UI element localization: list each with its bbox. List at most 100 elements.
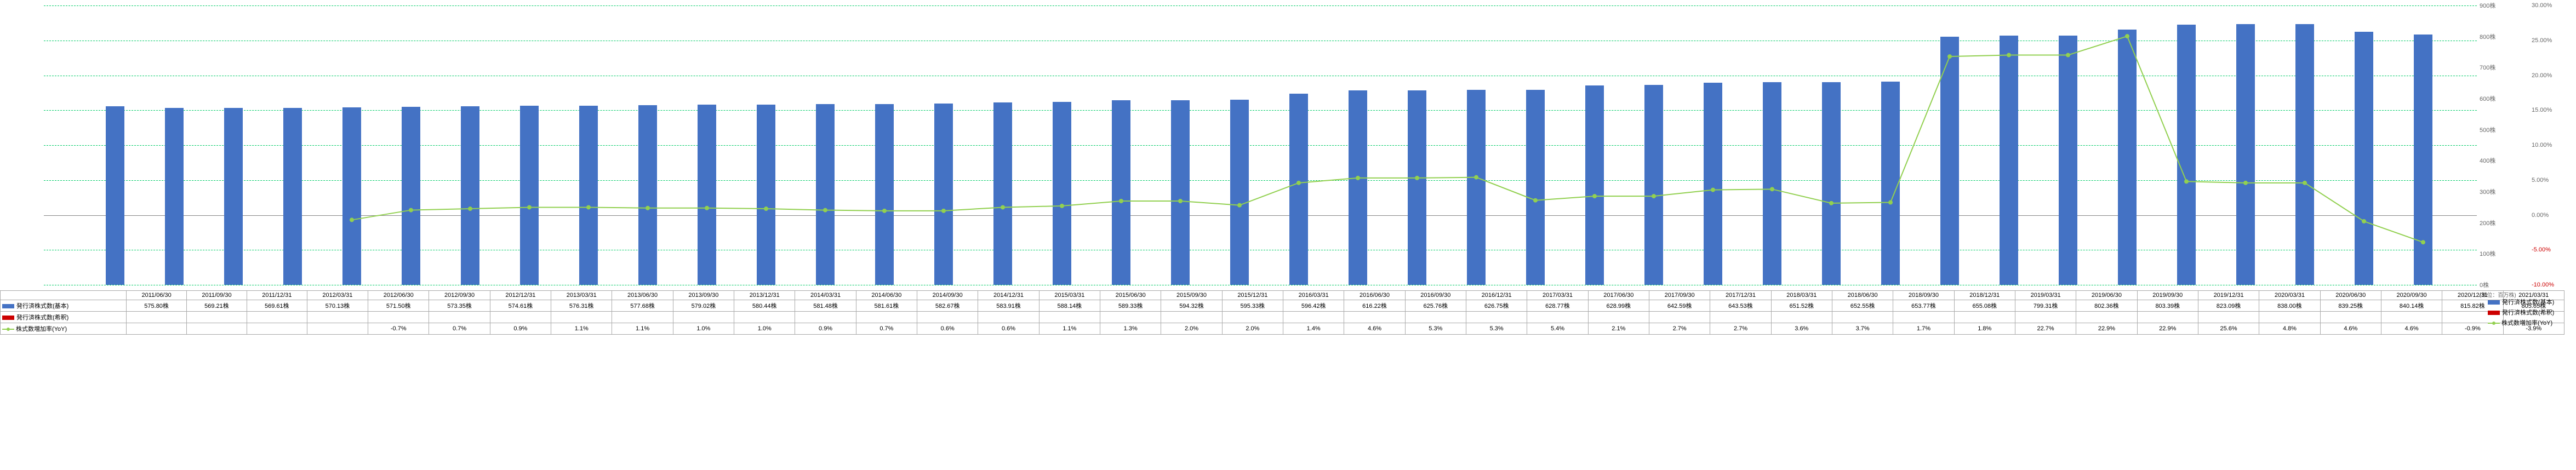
cell	[1710, 312, 1771, 323]
cell: 2013/09/30	[673, 291, 734, 300]
cell: 4.6%	[2320, 323, 2381, 335]
cell: 1.7%	[1893, 323, 1954, 335]
cell: 1.0%	[673, 323, 734, 335]
cell	[1222, 312, 1283, 323]
cell: 840.14株	[2381, 300, 2442, 312]
cell: 2018/09/30	[1893, 291, 1954, 300]
cell	[1161, 312, 1222, 323]
cell	[1283, 312, 1344, 323]
cell: 2.7%	[1649, 323, 1710, 335]
legend-diluted: 発行済株式数(希釈)	[2502, 309, 2554, 316]
cell: 2.1%	[1588, 323, 1649, 335]
chart-container: 0株100株200株300株400株500株600株700株800株900株 -…	[0, 0, 2576, 470]
cell	[247, 323, 307, 335]
cell: 2012/09/30	[429, 291, 490, 300]
cell	[612, 312, 673, 323]
cell	[2259, 312, 2320, 323]
cell: 2011/09/30	[187, 291, 247, 300]
cell: 2017/09/30	[1649, 291, 1710, 300]
cell	[1100, 312, 1161, 323]
cell: 22.7%	[2015, 323, 2076, 335]
cell: 595.33株	[1222, 300, 1283, 312]
cell	[1649, 312, 1710, 323]
cell: 2011/06/30	[127, 291, 187, 300]
cell	[1832, 312, 1893, 323]
cell	[1588, 312, 1649, 323]
cell	[1771, 312, 1832, 323]
cell	[2320, 312, 2381, 323]
cell	[917, 312, 978, 323]
legend-basic: 発行済株式数(基本)	[2502, 299, 2554, 306]
cell	[187, 312, 247, 323]
cell: 25.6%	[2198, 323, 2259, 335]
cell: 642.59株	[1649, 300, 1710, 312]
y1-tick: 200株	[2480, 219, 2495, 227]
cell: 5.3%	[1405, 323, 1466, 335]
cell	[1344, 312, 1405, 323]
y2-tick: -5.00%	[2532, 247, 2551, 253]
cell	[1405, 312, 1466, 323]
cell: 0.9%	[795, 323, 856, 335]
y1-tick: 700株	[2480, 63, 2495, 72]
cell: 570.13株	[307, 300, 368, 312]
cell: 2013/03/31	[551, 291, 612, 300]
y1-axis: 0株100株200株300株400株500株600株700株800株900株	[2480, 5, 2512, 285]
cell: 2020/03/31	[2259, 291, 2320, 300]
cell	[2137, 312, 2198, 323]
legend: 発行済株式数(基本) 発行済株式数(希釈) 株式数増加率(YoY)	[2488, 296, 2554, 329]
cell: 5.3%	[1466, 323, 1527, 335]
cell: 628.77株	[1527, 300, 1588, 312]
cell: 3.6%	[1771, 323, 1832, 335]
cell: 577.68株	[612, 300, 673, 312]
cell: 2014/12/31	[978, 291, 1039, 300]
cell: 616.22株	[1344, 300, 1405, 312]
cell	[673, 312, 734, 323]
y2-tick: 25.00%	[2532, 37, 2552, 44]
cell: 626.75株	[1466, 300, 1527, 312]
y2-tick: -10.00%	[2532, 282, 2554, 288]
cell: 2.0%	[1222, 323, 1283, 335]
bar-icon	[2488, 300, 2500, 305]
cell: 594.32株	[1161, 300, 1222, 312]
y1-tick: 500株	[2480, 125, 2495, 134]
cell: 839.25株	[2320, 300, 2381, 312]
cell: 581.48株	[795, 300, 856, 312]
cell: 1.3%	[1100, 323, 1161, 335]
cell: 823.09株	[2198, 300, 2259, 312]
cell: 2016/12/31	[1466, 291, 1527, 300]
cell: 22.9%	[2137, 323, 2198, 335]
cell: 2014/06/30	[856, 291, 917, 300]
cell: 2019/06/30	[2076, 291, 2137, 300]
cell: 2017/12/31	[1710, 291, 1771, 300]
cell: 2015/12/31	[1222, 291, 1283, 300]
data-table: 2011/06/302011/09/302011/12/312012/03/31…	[0, 290, 2564, 335]
cell: 2.7%	[1710, 323, 1771, 335]
cell: 0.7%	[429, 323, 490, 335]
cell: 0.9%	[490, 323, 551, 335]
y1-tick: 100株	[2480, 249, 2495, 258]
cell: 2013/12/31	[734, 291, 795, 300]
cell: 2020/09/30	[2381, 291, 2442, 300]
cell	[978, 312, 1039, 323]
cell	[1527, 312, 1588, 323]
cell	[2076, 312, 2137, 323]
cell	[734, 312, 795, 323]
cell	[307, 312, 368, 323]
cell: 573.35株	[429, 300, 490, 312]
cell: 1.1%	[551, 323, 612, 335]
cell: 2011/12/31	[247, 291, 307, 300]
cell: 4.8%	[2259, 323, 2320, 335]
y2-tick: 10.00%	[2532, 142, 2552, 148]
cell: 2014/03/31	[795, 291, 856, 300]
bar-icon	[2488, 311, 2500, 315]
cell: 2019/12/31	[2198, 291, 2259, 300]
cell: -0.7%	[368, 323, 429, 335]
cell: 651.52株	[1771, 300, 1832, 312]
cell: 1.4%	[1283, 323, 1344, 335]
cell: 569.61株	[247, 300, 307, 312]
cell	[307, 323, 368, 335]
cell: 2018/03/31	[1771, 291, 1832, 300]
cell: 2015/03/31	[1039, 291, 1100, 300]
y1-tick: 600株	[2480, 94, 2495, 103]
cell: 2014/09/30	[917, 291, 978, 300]
